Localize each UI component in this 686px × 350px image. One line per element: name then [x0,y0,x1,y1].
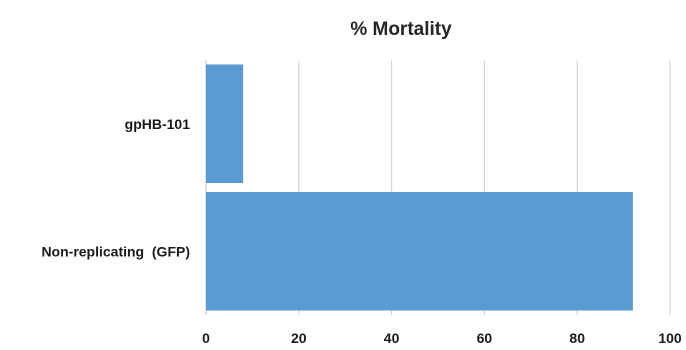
x-tick-label-0: 0 [202,330,210,346]
x-tick-label-40: 40 [384,330,400,346]
chart-title: % Mortality [350,19,452,40]
x-tick-label-100: 100 [658,330,682,346]
bar-0 [206,64,244,184]
x-tick-labels: 0 20 40 60 80 100 [202,330,682,346]
bar-1 [206,191,633,311]
x-tick-label-80: 80 [569,330,585,346]
category-labels: gpHB-101 Non-replicating (GFP) [41,116,190,260]
x-tick-label-20: 20 [291,330,307,346]
x-tick-label-60: 60 [477,330,493,346]
category-label-1: Non-replicating (GFP) [41,243,190,259]
category-label-0: gpHB-101 [125,116,191,132]
bars [206,64,633,311]
